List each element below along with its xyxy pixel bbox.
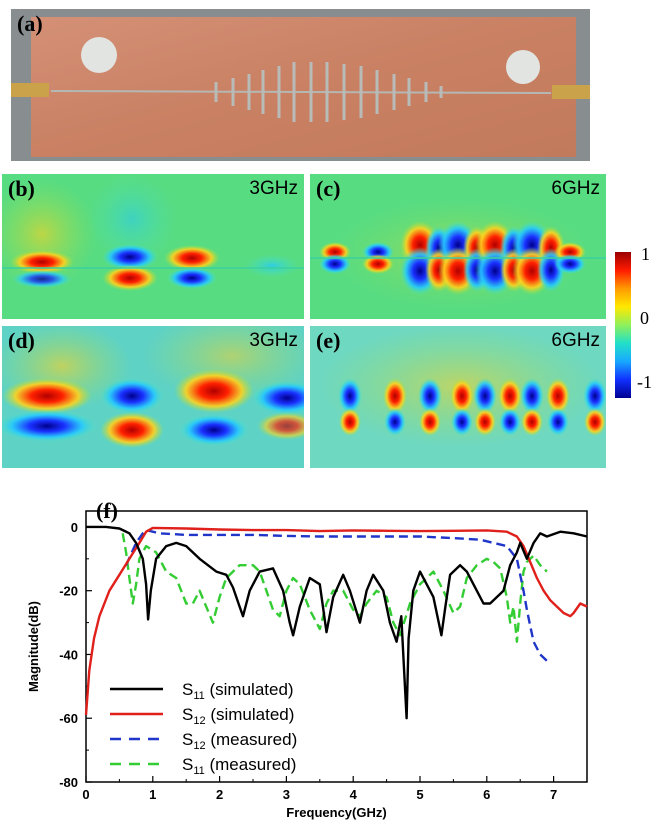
y-tick-label: -80	[59, 775, 78, 790]
plot-frame	[85, 510, 588, 783]
y-tick-label: -40	[59, 647, 78, 662]
panel-b-frequency: 3GHz	[249, 178, 298, 199]
panel-e-field-map: (e) 6GHz	[310, 326, 606, 468]
x-tick-label: 7	[550, 787, 557, 802]
field-map-e	[310, 326, 606, 468]
panel-c-field-map: (c) 6GHz	[310, 174, 606, 319]
x-tick-label: 0	[82, 787, 89, 802]
panel-d-label: (d)	[8, 328, 35, 353]
series-line-3	[121, 533, 548, 643]
series-line-1	[84, 526, 588, 716]
panel-b-field-map: (b) 3GHz	[2, 174, 304, 319]
series-line-0	[86, 525, 588, 720]
panel-b-label: (b)	[8, 176, 35, 201]
x-tick-label: 6	[483, 787, 490, 802]
mount-hole-right	[506, 50, 540, 84]
panel-a-photo: (a)	[11, 9, 590, 161]
panel-c-label: (c)	[316, 176, 341, 201]
s-parameter-chart: 0 1 2 3 4 5 6 7 0 -20 -40 -60 -80 S11 (simulated) S12…	[26, 498, 588, 820]
y-axis-label: Magnitude(dB)	[26, 601, 41, 692]
x-tick-label: 5	[416, 787, 423, 802]
field-map-d	[2, 326, 304, 468]
colorbar-max-label: 1	[641, 244, 650, 264]
y-tick-label: -20	[59, 584, 78, 599]
legend-entry-1: S12 (simulated)	[182, 705, 294, 727]
panel-d-field-map: (d) 3GHz	[2, 326, 304, 468]
colorbar	[615, 252, 631, 398]
pcb-photo-drawing	[11, 9, 590, 161]
panel-d-frequency: 3GHz	[249, 330, 298, 351]
series-line-2	[125, 528, 548, 662]
colorbar-min-label: -1	[637, 372, 652, 392]
panel-e-label: (e)	[316, 328, 341, 353]
sma-connector-right	[552, 85, 590, 99]
strip-line	[50, 90, 552, 94]
x-tick-label: 4	[350, 787, 358, 802]
y-tick-label: -60	[59, 711, 78, 726]
panel-a-label: (a)	[17, 11, 43, 36]
x-tick-label: 1	[149, 787, 156, 802]
y-tick-label: 0	[71, 520, 78, 535]
sma-connector-left	[11, 83, 49, 97]
x-axis-label: Frequency(GHz)	[286, 805, 386, 820]
panel-f-label: (f)	[96, 498, 118, 523]
legend-entry-3: S11 (measured)	[182, 755, 296, 777]
legend-entry-0: S11 (simulated)	[182, 680, 294, 702]
x-tick-label: 3	[283, 787, 290, 802]
legend-entry-2: S12 (measured)	[182, 730, 297, 752]
copper-board	[31, 17, 576, 157]
panel-c-frequency: 6GHz	[551, 178, 600, 199]
mount-hole-left	[81, 37, 117, 73]
field-map-b	[2, 174, 304, 319]
panel-e-frequency: 6GHz	[551, 330, 600, 351]
x-tick-label: 2	[216, 787, 223, 802]
colorbar-mid-label: 0	[640, 308, 649, 328]
field-map-c	[310, 174, 606, 319]
